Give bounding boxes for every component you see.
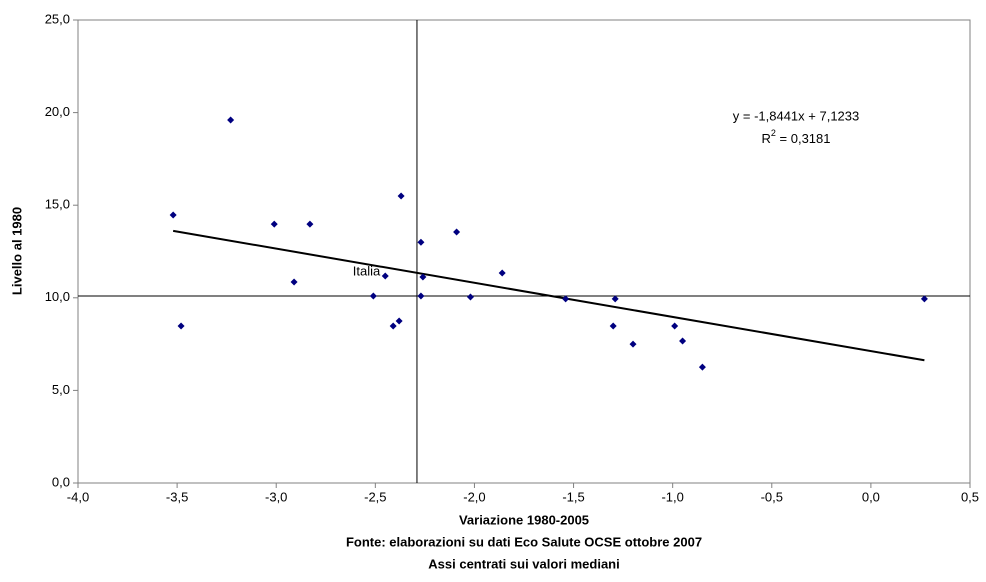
- x-tick-label: -1,0: [661, 489, 683, 504]
- point: [381, 272, 389, 280]
- point: [611, 295, 619, 303]
- point-label: Italia: [353, 263, 381, 278]
- y-tick-label: 20,0: [45, 104, 70, 119]
- point: [671, 322, 679, 330]
- point: [169, 211, 177, 219]
- note: Fonte: elaborazioni su dati Eco Salute O…: [346, 534, 702, 549]
- note: Assi centrati sui valori mediani: [428, 556, 619, 571]
- point: [698, 363, 706, 371]
- x-tick-label: -3,5: [166, 489, 188, 504]
- r-symbol: R: [762, 131, 771, 146]
- y-tick-label: 25,0: [45, 11, 70, 26]
- point: [453, 228, 461, 236]
- point: [306, 220, 314, 228]
- x-tick-label: 0,5: [961, 489, 979, 504]
- y-tick-label: 10,0: [45, 289, 70, 304]
- point: [270, 220, 278, 228]
- point: [417, 292, 425, 300]
- plot-border: [77, 19, 971, 484]
- x-tick-label: 0,0: [862, 489, 880, 504]
- point: [389, 322, 397, 330]
- point: [417, 238, 425, 246]
- point: [920, 295, 928, 303]
- r-power: 2: [771, 128, 776, 138]
- x-axis-label: Variazione 1980-2005: [459, 512, 589, 527]
- y-tick-label: 0,0: [52, 474, 70, 489]
- point: [397, 192, 405, 200]
- y-axis-label: Livello al 1980: [9, 207, 24, 295]
- y-tick-label: 15,0: [45, 197, 70, 212]
- x-tick-label: -4,0: [67, 489, 89, 504]
- point: [562, 295, 570, 303]
- point: [369, 292, 377, 300]
- x-tick-label: -0,5: [761, 489, 783, 504]
- x-tick-label: -3,0: [265, 489, 287, 504]
- y-tick-label: 5,0: [52, 382, 70, 397]
- point: [419, 273, 427, 281]
- point: [498, 269, 506, 277]
- trend-equation: y = -1,8441x + 7,1233: [733, 108, 859, 123]
- point: [227, 116, 235, 124]
- point: [290, 278, 298, 286]
- r-squared: R2 = 0,3181: [762, 128, 831, 146]
- r-text: = 0,3181: [776, 131, 831, 146]
- point: [679, 337, 687, 345]
- point: [629, 340, 637, 348]
- x-tick-label: -2,5: [364, 489, 386, 504]
- point: [466, 293, 474, 301]
- x-tick-label: -1,5: [562, 489, 584, 504]
- x-tick-label: -2,0: [463, 489, 485, 504]
- trendline: [172, 229, 925, 362]
- point: [395, 317, 403, 325]
- point: [177, 322, 185, 330]
- point: [609, 322, 617, 330]
